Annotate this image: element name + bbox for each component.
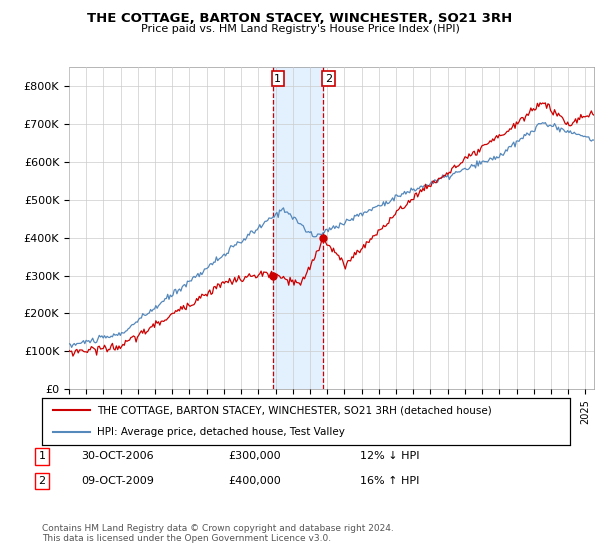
Text: £400,000: £400,000: [228, 476, 281, 486]
Text: 1: 1: [38, 451, 46, 461]
Text: THE COTTAGE, BARTON STACEY, WINCHESTER, SO21 3RH (detached house): THE COTTAGE, BARTON STACEY, WINCHESTER, …: [97, 405, 492, 416]
Text: 1: 1: [274, 73, 281, 83]
Text: 16% ↑ HPI: 16% ↑ HPI: [360, 476, 419, 486]
Text: £300,000: £300,000: [228, 451, 281, 461]
Text: 2: 2: [325, 73, 332, 83]
Text: Price paid vs. HM Land Registry's House Price Index (HPI): Price paid vs. HM Land Registry's House …: [140, 24, 460, 34]
Text: THE COTTAGE, BARTON STACEY, WINCHESTER, SO21 3RH: THE COTTAGE, BARTON STACEY, WINCHESTER, …: [88, 12, 512, 25]
Text: 30-OCT-2006: 30-OCT-2006: [81, 451, 154, 461]
Bar: [272, 67, 323, 389]
Text: HPI: Average price, detached house, Test Valley: HPI: Average price, detached house, Test…: [97, 427, 346, 437]
Text: 12% ↓ HPI: 12% ↓ HPI: [360, 451, 419, 461]
Text: 2: 2: [38, 476, 46, 486]
Text: Contains HM Land Registry data © Crown copyright and database right 2024.
This d: Contains HM Land Registry data © Crown c…: [42, 524, 394, 543]
Text: 09-OCT-2009: 09-OCT-2009: [81, 476, 154, 486]
